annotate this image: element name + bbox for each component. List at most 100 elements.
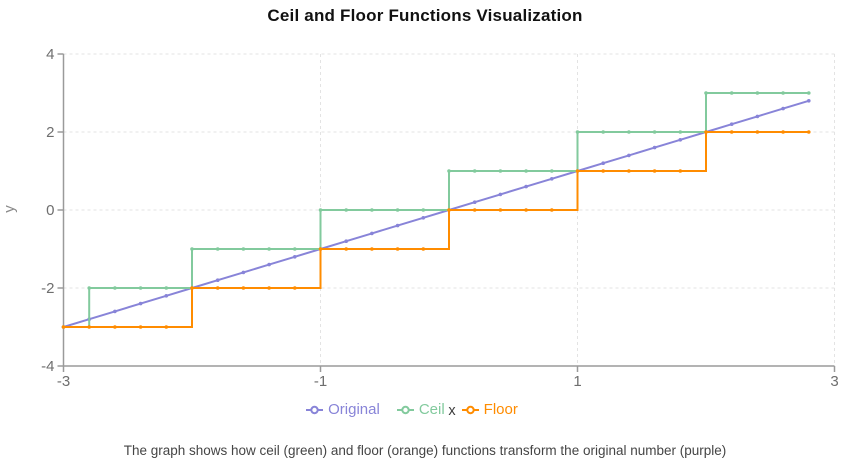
data-point-ceil [267,247,271,251]
data-point-original [267,262,271,267]
data-point-original [652,145,657,150]
data-point-original [241,270,246,275]
data-point-ceil [138,286,143,290]
data-point-floor [138,325,143,329]
data-point-ceil [652,130,657,134]
data-point-floor [781,130,785,134]
x-tick-label: 1 [573,373,581,390]
legend-item-ceil: Ceil [396,401,445,418]
data-point-ceil [601,130,605,134]
data-point-ceil [755,91,760,95]
data-point-original [370,231,374,236]
data-point-original [755,114,760,119]
y-tick-label: 0 [46,202,54,219]
legend-label: Ceil [418,401,445,418]
data-point-ceil [113,286,117,290]
data-point-ceil [293,247,297,251]
data-point-original [344,239,349,243]
y-tick-label: -2 [41,280,54,297]
data-point-original [524,184,528,189]
chart-legend: Original Ceil Floor [0,401,850,418]
data-point-floor [190,286,194,290]
data-point-floor [61,325,66,329]
chart-title: Ceil and Floor Functions Visualization [267,6,583,25]
legend-item-original: Original [306,401,380,418]
data-point-ceil [781,91,785,95]
x-tick-label: -3 [57,373,70,390]
data-point-ceil [575,130,580,134]
data-point-ceil [498,169,503,173]
legend-line-marker-icon [461,405,479,414]
data-point-original [421,216,426,220]
data-point-original [678,138,683,142]
data-point-original [215,278,220,283]
data-point-floor [293,286,297,290]
legend-label: Original [328,401,380,418]
x-axis-label: x [448,403,456,419]
y-tick-label: 2 [46,124,54,141]
data-point-original [293,254,297,259]
data-point-floor [447,208,451,212]
data-point-floor [524,208,528,212]
legend-item-floor: Floor [461,401,518,418]
x-tick-label: 3 [830,373,838,390]
data-point-ceil [472,169,477,173]
x-tick-label: -1 [314,373,327,390]
data-point-ceil [678,130,683,134]
data-point-floor [472,208,477,212]
data-point-floor [241,286,246,290]
legend-line-marker-icon [396,405,414,414]
data-point-original [498,192,503,197]
chart-caption: The graph shows how ceil (green) and flo… [123,443,727,458]
data-point-floor [627,169,631,173]
data-point-ceil [447,169,451,173]
data-point-ceil [318,208,323,212]
series-original-line [63,99,810,328]
data-point-floor [113,325,117,329]
data-point-floor [164,325,169,329]
series-ceil-line [63,92,809,328]
data-point-floor [395,247,400,251]
data-point-floor [755,130,760,134]
data-point-ceil [370,208,374,212]
data-point-ceil [241,247,246,251]
data-point-floor [498,208,503,212]
data-point-ceil [344,208,349,212]
legend-label: Floor [483,401,518,418]
data-point-ceil [807,91,811,95]
data-point-ceil [729,91,734,95]
legend-line-marker-icon [306,405,324,414]
data-point-floor [550,208,554,212]
data-point-ceil [215,247,220,251]
data-point-floor [318,247,323,251]
data-point-original [113,309,117,314]
data-point-floor [807,130,811,134]
data-point-original [472,200,477,204]
y-tick-label: -4 [41,358,54,375]
data-point-original [627,153,631,158]
data-point-floor [215,286,220,290]
y-axis-label: y [1,205,18,213]
data-point-original [781,106,785,111]
data-point-floor [729,130,734,134]
y-tick-label: 4 [46,46,54,63]
data-point-original [550,177,554,181]
data-point-ceil [395,208,400,212]
data-point-floor [652,169,657,173]
data-point-floor [344,247,349,251]
data-point-ceil [190,247,194,251]
data-point-floor [87,325,91,329]
data-point-ceil [704,91,708,95]
data-point-ceil [164,286,169,290]
data-point-floor [370,247,374,251]
data-point-original [395,223,400,228]
data-point-floor [601,169,605,173]
data-point-ceil [87,286,91,290]
data-point-ceil [421,208,426,212]
data-point-floor [421,247,426,251]
data-point-floor [678,169,683,173]
data-point-ceil [524,169,528,173]
data-point-original [807,99,811,103]
data-point-original [601,161,605,165]
